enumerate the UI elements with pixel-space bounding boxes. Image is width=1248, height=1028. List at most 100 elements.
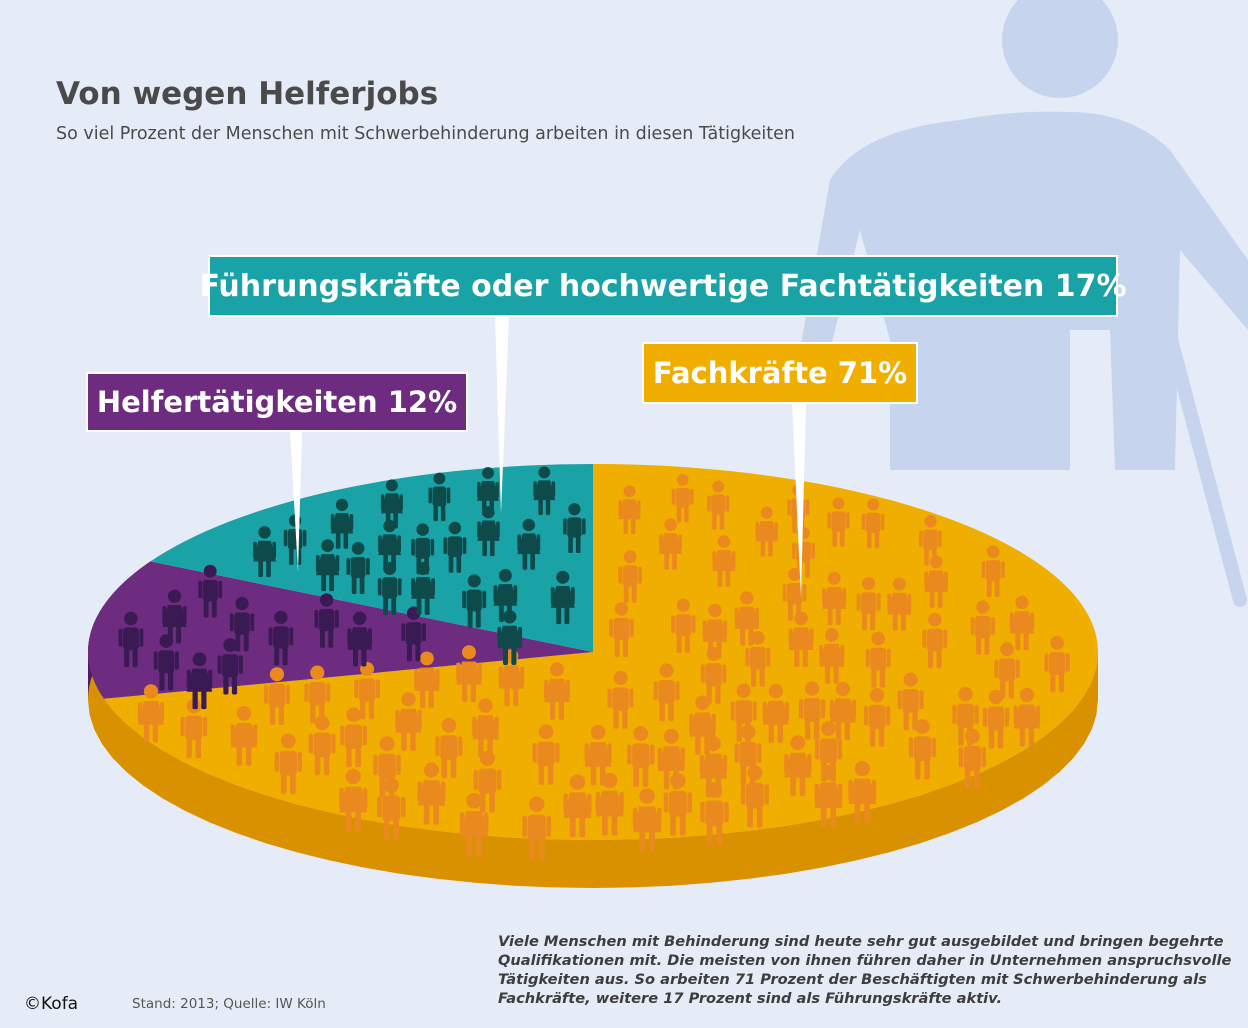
person-icon [217,638,243,695]
person-icon [459,792,489,857]
person-icon [627,726,655,787]
person-icon [477,506,500,557]
person-icon [533,466,556,515]
person-icon [354,661,380,720]
person-icon [230,705,258,766]
person-icon [970,600,996,655]
person-icon [1013,687,1041,747]
person-icon [1044,636,1070,693]
description-text: Viele Menschen mit Behinderung sind heut… [498,933,1232,1007]
person-icon [827,497,850,547]
person-icon [428,472,451,522]
person-icon [653,663,680,722]
person-icon [632,788,662,852]
person-icon [994,642,1020,699]
copyright: ©Kofa [24,994,79,1014]
callout-helfertaetigkeiten: Helfertätigkeiten 12% [86,372,468,432]
person-icon [137,684,165,743]
person-icon [377,562,402,615]
person-icon [522,796,551,861]
pointer-helfer [290,430,302,572]
person-icon [395,692,422,751]
person-icon [346,542,370,594]
callout-fuehrungskraefte: Führungskräfte oder hochwertige Fachtäti… [199,255,1127,317]
person-icon [186,652,213,710]
person-icon [304,665,331,724]
person-icon [755,506,778,557]
person-icon [253,526,277,578]
person-icon [700,782,729,846]
person-icon [264,667,290,726]
person-icon [922,612,948,669]
person-icon [981,545,1005,598]
person-icon [229,596,255,652]
person-icon [707,480,730,530]
pointer-fuehrung [495,315,509,514]
person-icon [473,750,502,813]
person-icon [1009,595,1035,651]
person-icon [417,762,446,825]
person-icon [118,611,144,668]
person-icon [782,567,807,621]
person-icon [689,695,716,755]
person-icon [315,539,340,592]
person-icon [829,681,856,741]
person-icon [330,498,354,549]
person-icon [618,550,642,603]
person-icon [162,589,187,644]
person-icon [347,611,373,667]
person-icon [563,774,592,838]
person-icon [734,724,762,785]
person-icon [861,498,885,549]
person-icon [659,518,683,570]
person-icon [462,574,487,628]
person-icon [609,602,634,658]
person-icon [340,707,368,768]
person-icon [456,645,482,703]
person-icon [958,728,986,790]
person-icon [887,577,912,631]
person-icon [380,479,403,529]
person-icon [897,672,924,731]
person-icon [702,603,728,659]
person-icon [435,717,463,779]
person-icon [339,768,368,832]
person-icon [618,485,641,535]
person-icon [856,576,881,631]
person-icon [198,564,223,618]
person-icon [314,593,339,648]
side-fachkraefte [88,652,1098,888]
callout-fachkraefte: Fachkräfte 71% [642,342,918,404]
person-icon [712,535,736,587]
person-icon [268,610,294,666]
person-icon [401,606,427,662]
person-icon [607,670,634,729]
person-icon [822,571,847,626]
person-icon [563,503,586,554]
source-note: Stand: 2013; Quelle: IW Köln [132,996,326,1012]
person-icon [497,610,523,665]
person-icon [657,728,685,790]
person-icon [671,598,696,653]
person-icon [517,518,541,570]
person-icon [544,662,570,720]
person-icon [799,681,826,740]
person-icon [671,473,694,523]
person-icon [377,777,406,841]
person-icon [919,515,942,566]
person-icon [863,688,891,747]
person-icon [819,627,845,684]
person-icon [153,634,179,691]
person-icon [443,521,467,573]
page-title: Von wegen Helferjobs [56,76,439,112]
person-icon [493,569,518,622]
person-icon [584,724,612,786]
person-icon [745,630,771,687]
person-icon [663,773,692,836]
person-icon [414,651,440,709]
person-icon [550,570,575,625]
person-icon [784,735,812,797]
page-subtitle: So viel Prozent der Menschen mit Schwerb… [56,124,795,144]
person-icon [532,724,560,785]
